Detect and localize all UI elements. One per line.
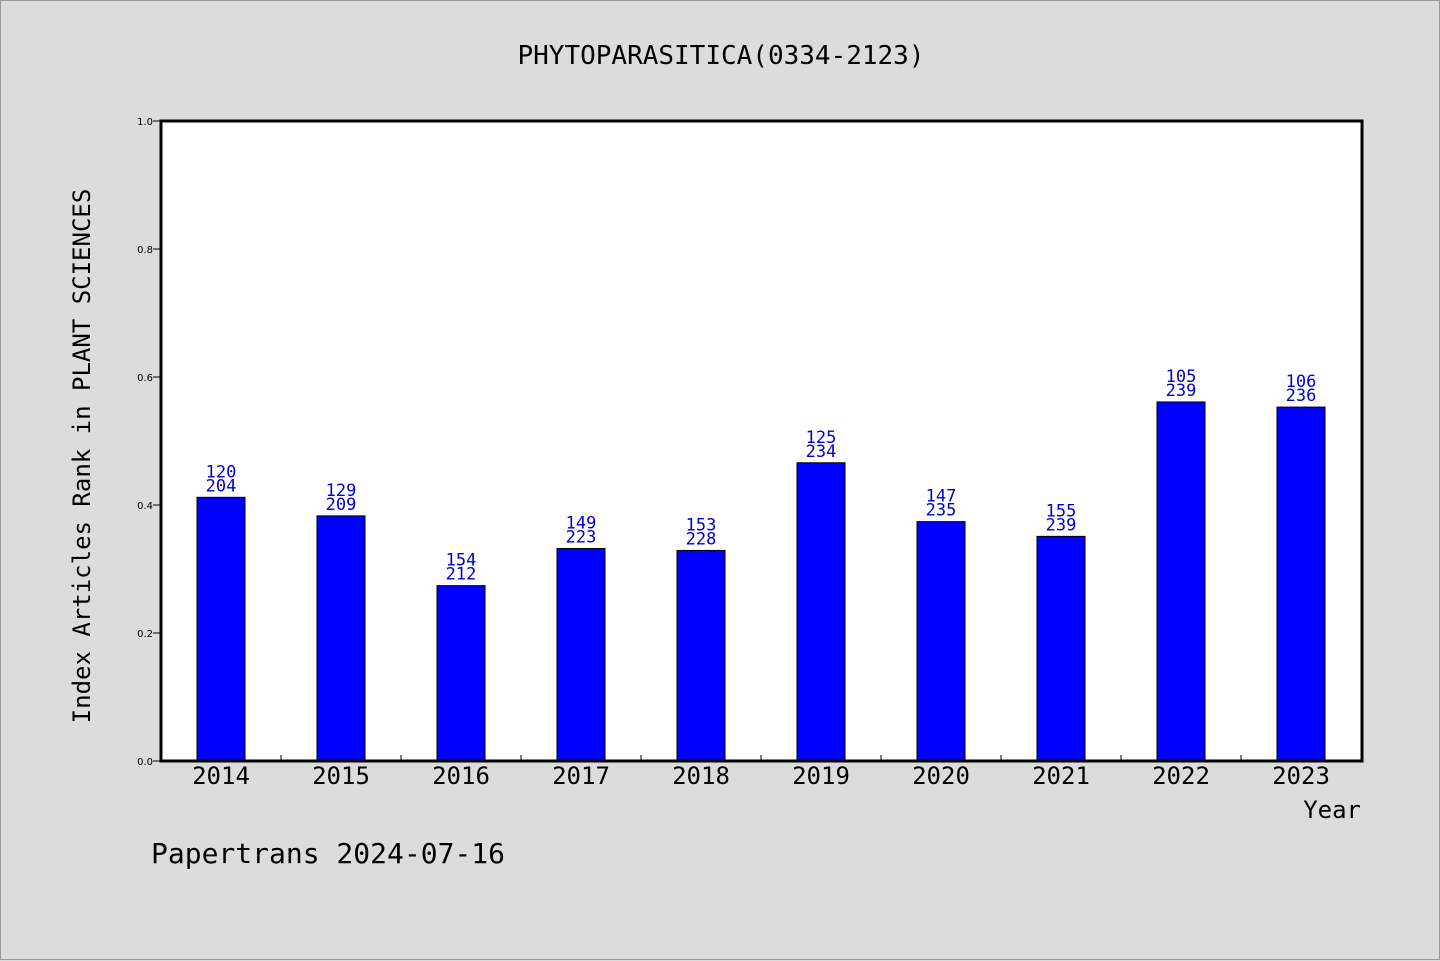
bar-label-top: 120 [206,462,237,482]
x-tick-label: 2016 [432,762,490,790]
bar-label-bottom: 228 [686,529,717,549]
y-axis-ticks: 0.0 0.2 0.4 0.6 0.8 1.0 [137,117,161,768]
bar-label-top: 154 [446,551,477,571]
plot-border [159,119,1364,763]
bar-label-bottom: 234 [806,442,837,462]
bar-label-top: 153 [686,515,717,535]
bar-label-bottom: 239 [1166,381,1197,401]
x-tick-label: 2022 [1152,762,1210,790]
bar-label-bottom: 236 [1286,386,1317,406]
chart-title: PHYTOPARASITICA(0334-2123) [518,41,925,71]
x-tick-label: 2018 [672,762,730,790]
bar [676,549,726,762]
bar-label-top: 149 [566,514,597,534]
bar [1276,406,1326,762]
bar [796,462,846,762]
bar-label-bottom: 239 [1046,515,1077,535]
bar-label-top: 155 [1046,501,1077,521]
x-axis-ticks: 2014 2015 2016 2017 2018 2019 2020 2021 2022 2023 [192,755,1330,790]
bar-label-top: 147 [926,487,957,507]
bar-label-bottom: 209 [326,495,357,515]
x-tick-label: 2020 [912,762,970,790]
y-tick-label: 0.6 [137,373,153,384]
x-tick-label: 2017 [552,762,610,790]
bar [316,515,366,762]
bar [1036,535,1086,762]
x-tick-label: 2023 [1272,762,1330,790]
x-tick-label: 2015 [312,762,370,790]
y-tick-label: 0.0 [137,757,153,768]
y-tick-label: 0.8 [137,245,153,256]
bar [916,521,966,762]
x-tick-label: 2014 [192,762,250,790]
y-tick-label: 0.4 [137,501,153,512]
bar [436,585,486,762]
footer-credit: Papertrans 2024-07-16 [151,837,505,870]
bar-label-top: 105 [1166,367,1197,387]
y-tick-label: 0.2 [137,629,153,640]
y-axis-label: Index Articles Rank in PLANT SCIENCES [68,189,96,724]
x-tick-label: 2019 [792,762,850,790]
bar-label-top: 125 [806,428,837,448]
bar-label-top: 106 [1286,372,1317,392]
x-axis-label: Year [1303,796,1361,824]
bar-label-top: 129 [326,481,357,501]
bar-label-bottom: 235 [926,501,957,521]
bar [556,548,606,762]
bar-label-bottom: 212 [446,565,477,585]
bar [196,496,246,762]
bar [1156,401,1206,762]
x-tick-label: 2021 [1032,762,1090,790]
bar-label-bottom: 204 [206,476,237,496]
y-tick-label: 1.0 [137,117,153,128]
bar-label-bottom: 223 [566,528,597,548]
